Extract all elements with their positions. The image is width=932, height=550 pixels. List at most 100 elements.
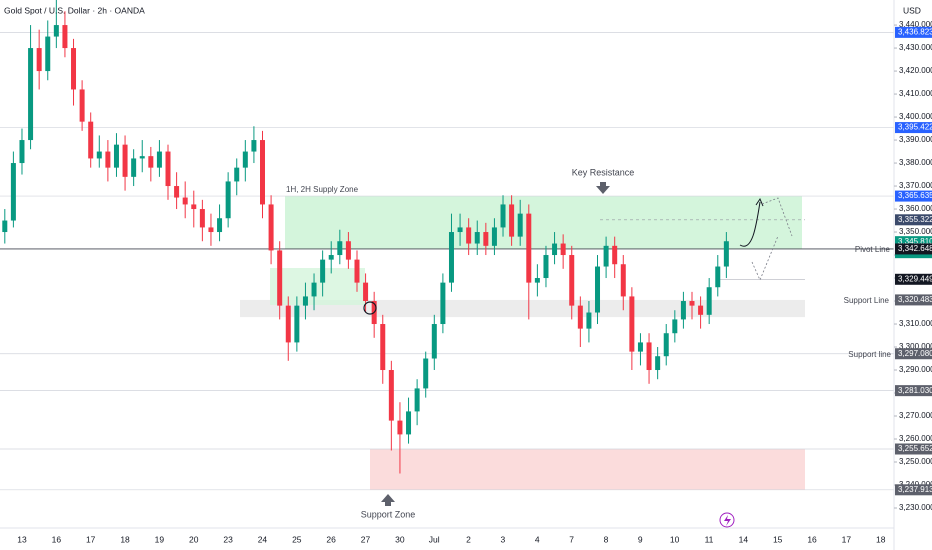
price-tag [895, 385, 932, 397]
marker-circle [363, 301, 377, 315]
x-tick-label: 20 [189, 534, 199, 544]
price-tag [895, 122, 932, 134]
candle-body [620, 264, 626, 297]
candle-body [294, 305, 300, 343]
candle-body [500, 204, 506, 228]
candle-body [182, 197, 188, 205]
x-tick-label: 13 [17, 534, 27, 544]
zone [370, 449, 805, 490]
candle-body [406, 411, 412, 435]
candle-body [448, 232, 454, 283]
x-tick-label: 2 [466, 534, 471, 544]
candle-body [285, 305, 291, 343]
price-tags: 3,436.823 3,395.422 3,365.635 3,355.322 3,34… [895, 26, 932, 496]
candle-body [655, 356, 661, 371]
x-tick-label: 15 [773, 534, 783, 544]
candle-body [217, 218, 223, 233]
chart-title: Gold Spot / U.S. Dollar · 2h · OANDA [4, 5, 145, 15]
x-tick-label: 19 [155, 534, 165, 544]
price-tag [895, 348, 932, 360]
candle-body [363, 282, 369, 302]
candle-body [105, 151, 111, 168]
candle-body [586, 312, 592, 329]
y-tick-label: 3,440.000 [899, 20, 932, 29]
candle-body [698, 305, 704, 315]
x-tick-label: 17 [86, 534, 96, 544]
candle-body [122, 144, 128, 177]
candle-body [526, 213, 532, 283]
x-tick-label: 30 [395, 534, 405, 544]
candle-body [646, 342, 652, 371]
y-tick-label: 3,250.000 [899, 457, 932, 466]
price-tag [895, 214, 932, 226]
price-tag-label: 3,342.648 [898, 244, 932, 253]
x-tick-label: 26 [326, 534, 336, 544]
candle-body [36, 48, 42, 72]
x-tick-label: 18 [876, 534, 886, 544]
candle-body [397, 420, 403, 435]
x-tick-label: 11 [705, 534, 714, 544]
candle-body [595, 266, 601, 313]
candle-body [62, 25, 68, 49]
price-tag [895, 26, 932, 38]
x-tick-label: 16 [807, 534, 817, 544]
y-tick-label: 3,300.000 [899, 342, 932, 351]
y-tick-label: 3,390.000 [899, 135, 932, 144]
candle-body [148, 156, 154, 168]
price-tag [895, 273, 932, 285]
y-tick-label: 3,380.000 [899, 158, 932, 167]
candle-body [672, 319, 678, 334]
candle-body [328, 255, 334, 260]
candle-body [234, 167, 240, 182]
lightning-icon[interactable] [719, 512, 735, 528]
candle-body [715, 266, 721, 288]
candle-body [71, 48, 77, 90]
y-tick-label: 3,290.000 [899, 365, 932, 374]
candle-body [380, 324, 386, 371]
price-tag [895, 243, 932, 255]
y-tick-label: 3,260.000 [899, 434, 932, 443]
price-tag-label: 3,329.449 [898, 274, 932, 283]
candle-body [268, 204, 274, 251]
candle-body [53, 25, 59, 37]
candle-body [423, 358, 429, 389]
candle-body [517, 213, 523, 237]
candle-body [491, 227, 497, 246]
lightning-bolt [724, 515, 731, 526]
annotation: Pivot Line [855, 245, 891, 254]
candle-body [139, 156, 145, 159]
candle-body [680, 301, 686, 320]
annotation: Support Line [844, 296, 890, 305]
candle-body [560, 243, 566, 256]
candle-body [260, 140, 265, 205]
price-tag [895, 294, 932, 306]
candle-body [474, 232, 480, 244]
candle-body [19, 140, 25, 164]
candle-body [2, 220, 8, 233]
x-tick-label: 7 [569, 534, 574, 544]
candle-body [79, 89, 85, 122]
support-arrow [381, 494, 395, 506]
y-tick-label: 3,430.000 [899, 43, 932, 52]
candle-body [440, 282, 446, 325]
price-tag-label: 3,281.030 [898, 386, 932, 395]
candle-body [431, 324, 437, 359]
x-tick-label: 23 [223, 534, 233, 544]
candle-body [388, 370, 394, 421]
candle-body [723, 241, 729, 267]
price-tag-label: 3,355.322 [898, 215, 932, 224]
y-tick-label: 3,350.000 [899, 227, 932, 236]
zone [285, 196, 802, 249]
x-tick-label: Jul [429, 534, 440, 544]
x-tick-label: 17 [842, 534, 852, 544]
candle-body [414, 388, 420, 412]
candle-body [174, 186, 180, 198]
candle-body [337, 241, 343, 256]
x-tick-label: 4 [535, 534, 540, 544]
price-tag-label: 3,255.652 [898, 444, 932, 453]
x-tick-label: 25 [292, 534, 302, 544]
candle-body [96, 151, 102, 159]
candle-body [603, 245, 609, 267]
candle-body [534, 278, 540, 283]
projection-dashed [751, 197, 793, 282]
